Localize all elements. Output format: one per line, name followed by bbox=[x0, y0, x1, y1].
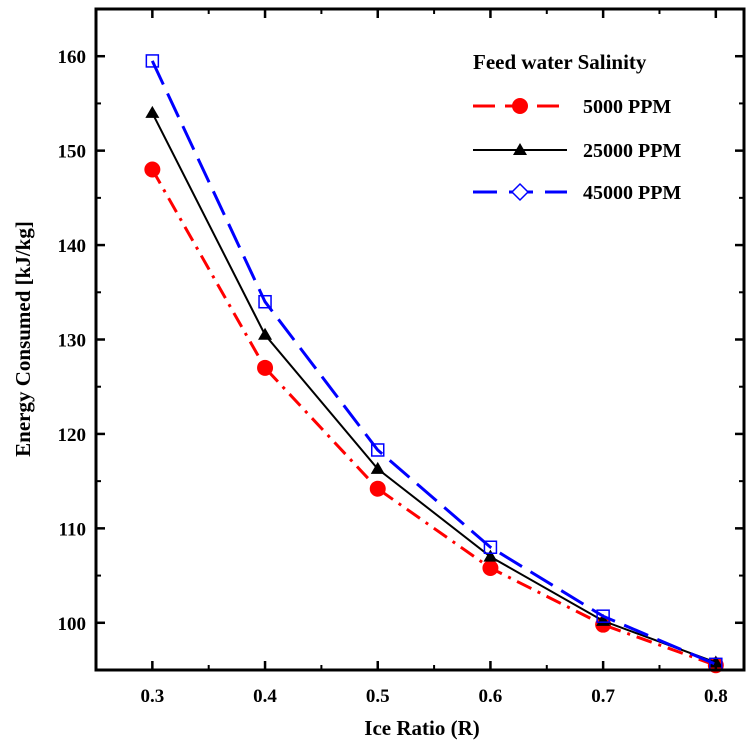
legend-marker bbox=[510, 182, 530, 202]
legend-marker bbox=[512, 98, 528, 114]
y-tick-label: 140 bbox=[58, 236, 87, 257]
y-tick-label: 110 bbox=[59, 519, 86, 540]
legend-entry: 25000 PPM bbox=[473, 140, 681, 162]
y-axis-title: Energy Consumed [kJ/kg] bbox=[11, 221, 35, 457]
legend-title: Feed water Salinity bbox=[473, 50, 647, 74]
legend-label: 45000 PPM bbox=[583, 182, 681, 204]
x-tick-label: 0.8 bbox=[704, 686, 728, 707]
data-point bbox=[369, 480, 386, 497]
legend-label: 25000 PPM bbox=[583, 140, 681, 162]
series-layer bbox=[144, 54, 724, 674]
data-point bbox=[145, 105, 160, 118]
legend: Feed water Salinity 5000 PPM 25000 PPM 450… bbox=[473, 50, 681, 204]
legend-entry: 45000 PPM bbox=[473, 182, 681, 204]
data-point bbox=[258, 327, 273, 340]
x-tick-label: 0.7 bbox=[591, 686, 615, 707]
y-tick-label: 100 bbox=[58, 614, 87, 635]
legend-label: 5000 PPM bbox=[583, 96, 671, 118]
y-tick-label: 150 bbox=[58, 142, 87, 163]
x-tick-label: 0.3 bbox=[140, 686, 164, 707]
data-point bbox=[482, 560, 499, 577]
data-point bbox=[257, 359, 274, 376]
data-point bbox=[596, 609, 610, 623]
x-axis-title: Ice Ratio (R) bbox=[364, 716, 479, 740]
data-point bbox=[483, 540, 498, 554]
data-point bbox=[145, 54, 160, 68]
legend-marker bbox=[513, 143, 527, 155]
legend-entry: 5000 PPM bbox=[473, 96, 671, 118]
data-point bbox=[370, 461, 385, 474]
ticks-layer: 0.3 0.4 0.5 0.6 0.7 0.8 100 110 120 130 140 150 160 bbox=[58, 9, 744, 707]
series-0 bbox=[144, 161, 724, 674]
x-tick-label: 0.4 bbox=[253, 686, 277, 707]
y-tick-label: 160 bbox=[58, 47, 87, 68]
series-line bbox=[150, 60, 717, 666]
data-point bbox=[370, 443, 385, 457]
x-tick-label: 0.5 bbox=[366, 686, 390, 707]
series-line bbox=[150, 168, 717, 667]
series-line bbox=[151, 112, 717, 664]
data-point bbox=[258, 294, 272, 309]
data-point bbox=[144, 161, 161, 178]
x-tick-label: 0.6 bbox=[479, 686, 503, 707]
y-tick-label: 120 bbox=[58, 425, 87, 446]
data-point bbox=[483, 549, 498, 562]
y-tick-label: 130 bbox=[58, 331, 87, 352]
